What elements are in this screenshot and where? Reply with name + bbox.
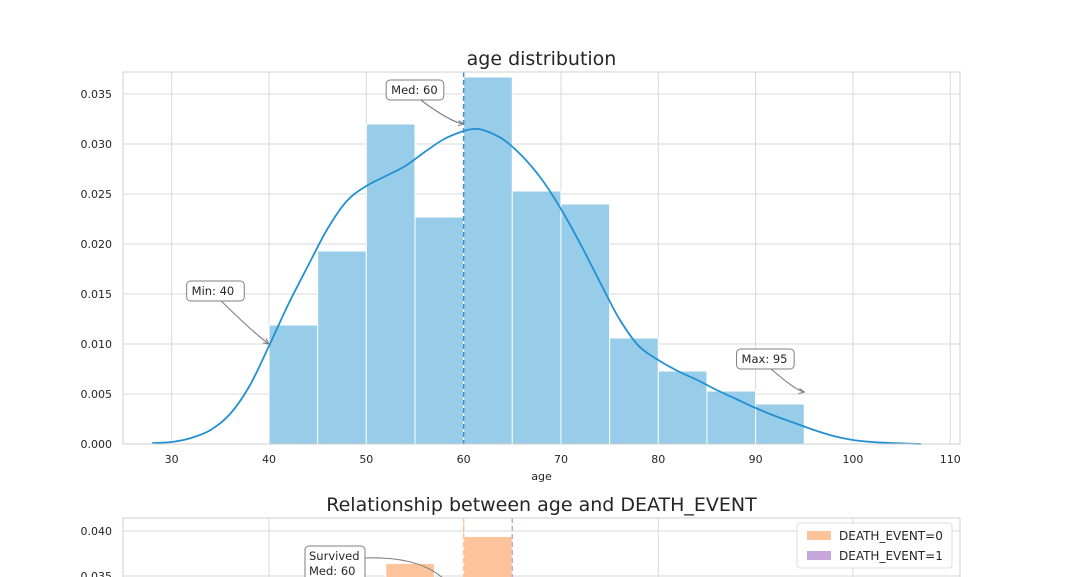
y-tick-label: 0.030 — [81, 138, 113, 151]
histogram-bar — [463, 535, 513, 577]
histogram-bar — [385, 562, 435, 577]
annotation-survived-arrow — [364, 557, 443, 577]
x-tick-label: 50 — [359, 453, 373, 466]
plot-frame — [122, 71, 961, 445]
histogram-bar — [414, 216, 465, 445]
histogram-bar — [706, 390, 757, 445]
x-tick-label: 110 — [940, 453, 961, 466]
histogram-bar — [317, 250, 367, 445]
death-event-plot: 0.040 0.035 Relationship between age and D… — [81, 494, 961, 577]
annotation-max-arrow — [770, 368, 805, 393]
annotation-max-label: Max: 95 — [742, 352, 788, 366]
plot-frame — [122, 517, 961, 577]
annotation-max-arrowhead — [798, 388, 806, 395]
histogram-bar — [463, 76, 513, 445]
legend-label: DEATH_EVENT=1 — [839, 549, 943, 563]
y-tick-label: 0.035 — [81, 88, 113, 101]
y-tick-label: 0.020 — [81, 238, 113, 251]
y-tick-label: 0.040 — [81, 525, 113, 538]
annotation-med-arrowhead — [457, 120, 465, 127]
y-tick-label: 0.025 — [81, 188, 113, 201]
legend-frame — [796, 522, 953, 569]
x-tick-label: 80 — [651, 453, 665, 466]
y-tick-label: 0.000 — [81, 438, 113, 451]
annotation-med-label: Med: 60 — [391, 83, 437, 97]
annotation-med-box — [385, 79, 445, 101]
histogram-bar — [657, 370, 708, 445]
x-tick-label: 40 — [262, 453, 276, 466]
age-distribution-plot: 30 40 50 60 70 80 90 100 110 0.000 0.005 0.010 0.015… — [81, 48, 961, 483]
histogram-bar — [609, 337, 659, 445]
legend-swatch — [807, 551, 831, 560]
legend: DEATH_EVENT=0 DEATH_EVENT=1 — [796, 522, 953, 569]
annotation-max-box — [736, 348, 795, 370]
annotation-min-box — [186, 280, 245, 302]
kde-curve — [152, 127, 922, 445]
histogram-bar — [560, 203, 611, 445]
annotation-min-arrowhead — [262, 338, 271, 345]
x-tick-label: 100 — [842, 453, 863, 466]
annotation-min-arrow — [220, 300, 270, 345]
legend-label: DEATH_EVENT=0 — [839, 529, 943, 543]
chart-title: Relationship between age and DEATH_EVENT — [326, 494, 757, 516]
y-tick-label: 0.015 — [81, 288, 113, 301]
y-tick-label: 0.005 — [81, 388, 113, 401]
annotation-survived-label: Survived — [309, 549, 360, 563]
y-tick-label: 0.035 — [81, 570, 113, 577]
x-tick-label: 60 — [457, 453, 471, 466]
annotation-survived-label: Med: 60 — [309, 564, 355, 577]
legend-swatch — [807, 531, 831, 540]
histogram-bar — [511, 190, 562, 445]
x-axis-label: age — [531, 470, 552, 483]
annotation-med-arrow — [420, 99, 464, 125]
x-tick-label: 30 — [165, 453, 179, 466]
annotation-min-label: Min: 40 — [192, 284, 235, 298]
chart-title: age distribution — [467, 48, 617, 70]
annotation-survived-box — [304, 545, 366, 577]
histogram-bar — [268, 324, 319, 445]
histogram-bar — [365, 123, 416, 445]
x-tick-label: 70 — [554, 453, 568, 466]
x-tick-label: 90 — [749, 453, 763, 466]
y-tick-label: 0.010 — [81, 338, 113, 351]
